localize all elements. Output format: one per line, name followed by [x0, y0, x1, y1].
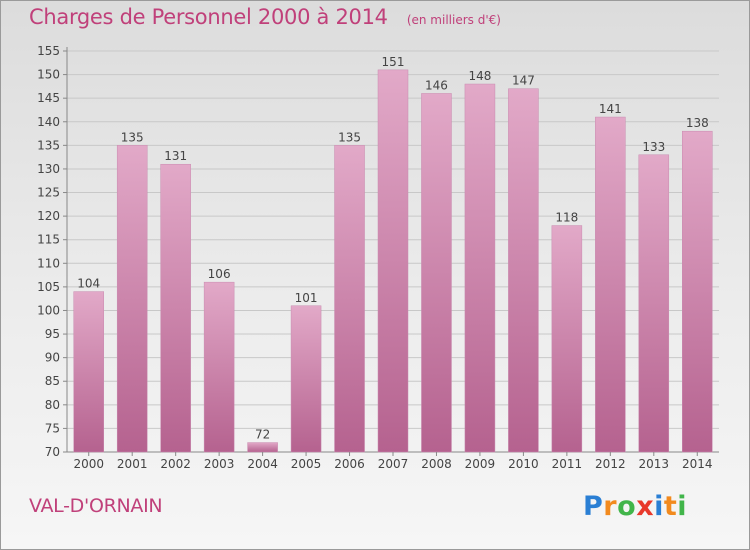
data-label: 131	[164, 149, 187, 163]
x-tick-label: 2004	[247, 457, 278, 471]
data-label: 148	[468, 69, 491, 83]
x-tick-label: 2008	[421, 457, 452, 471]
x-tick-label: 2001	[117, 457, 148, 471]
logo-letter: P	[583, 491, 604, 522]
y-tick-label: 100	[37, 303, 60, 317]
y-tick-label: 105	[37, 280, 60, 294]
y-tick-label: 90	[45, 351, 60, 365]
bar	[464, 83, 496, 453]
x-tick-labels: 2000 2001 2002 2003 2004 2005 2006 2007 2008 2009…	[73, 452, 713, 471]
logo-letter: t	[663, 491, 678, 522]
bar	[247, 442, 278, 453]
chart-title: Charges de Personnel 2000 à 2014	[29, 5, 388, 29]
x-tick-label: 2003	[204, 457, 235, 471]
x-tick-label: 2014	[682, 457, 713, 471]
logo-letter: r	[603, 491, 618, 522]
logo-letter: o	[617, 491, 637, 522]
data-label: 146	[425, 78, 448, 92]
x-tick-label: 2013	[639, 457, 670, 471]
bar	[551, 225, 583, 453]
data-label: 151	[382, 55, 405, 69]
y-tick-label: 150	[37, 68, 60, 82]
y-tick-label: 135	[37, 138, 60, 152]
data-label: 141	[599, 102, 622, 116]
data-label: 118	[555, 211, 578, 225]
data-labels: 104 135 131 106 72 101 135 151 146 148 147 118 141 13…	[77, 55, 708, 442]
y-tick-label: 70	[45, 445, 60, 459]
data-label: 101	[295, 291, 318, 305]
x-tick-label: 2012	[595, 457, 626, 471]
bar	[377, 69, 409, 453]
bar	[203, 281, 235, 453]
x-tick-label: 2006	[334, 457, 365, 471]
x-tick-label: 2002	[160, 457, 191, 471]
x-tick-label: 2005	[291, 457, 322, 471]
y-tick-label: 80	[45, 398, 60, 412]
y-tick-label: 145	[37, 91, 60, 105]
bar	[116, 145, 148, 453]
y-tick-label: 120	[37, 209, 60, 223]
y-tick-label: 95	[45, 327, 60, 341]
data-label: 133	[642, 140, 665, 154]
bars	[73, 69, 713, 453]
logo-letter: i	[654, 491, 664, 522]
x-tick-label: 2000	[73, 457, 104, 471]
bar	[421, 93, 452, 453]
y-tick-label: 155	[37, 44, 60, 58]
data-label: 135	[338, 130, 361, 144]
x-tick-label: 2007	[378, 457, 409, 471]
x-tick-label: 2010	[508, 457, 539, 471]
x-tick-label: 2011	[552, 457, 583, 471]
x-tick-label: 2009	[465, 457, 496, 471]
logo-letter: i	[677, 491, 688, 522]
data-label: 106	[208, 267, 231, 281]
data-label: 138	[686, 116, 709, 130]
bar	[290, 305, 322, 453]
logo-letter: x	[636, 491, 655, 522]
bar	[595, 116, 626, 453]
y-tick-label: 85	[45, 374, 60, 388]
data-label: 135	[121, 130, 144, 144]
bar	[682, 130, 713, 453]
y-tick-label: 125	[37, 186, 60, 200]
title-row: Charges de Personnel 2000 à 2014 (en mil…	[29, 5, 501, 29]
data-label: 72	[255, 428, 270, 442]
proxiti-logo: Proxiti	[583, 491, 687, 522]
bar	[638, 154, 670, 453]
bar	[334, 145, 365, 453]
y-tick-label: 110	[37, 256, 60, 270]
y-tick-label: 115	[37, 233, 60, 247]
data-label: 104	[77, 277, 100, 291]
chart-subtitle: (en milliers d'€)	[406, 13, 501, 27]
data-label: 147	[512, 74, 535, 88]
y-tick-label: 75	[45, 421, 60, 435]
y-tick-labels: 70 75 80 85 90 95 100 105 110 115 120 125 130 135 140 1…	[37, 44, 60, 459]
bar	[160, 163, 191, 453]
y-tick-label: 140	[37, 115, 60, 129]
y-tick-label: 130	[37, 162, 60, 176]
bar	[508, 88, 539, 453]
place-name: VAL-D'ORNAIN	[29, 495, 163, 517]
bar	[73, 291, 104, 453]
